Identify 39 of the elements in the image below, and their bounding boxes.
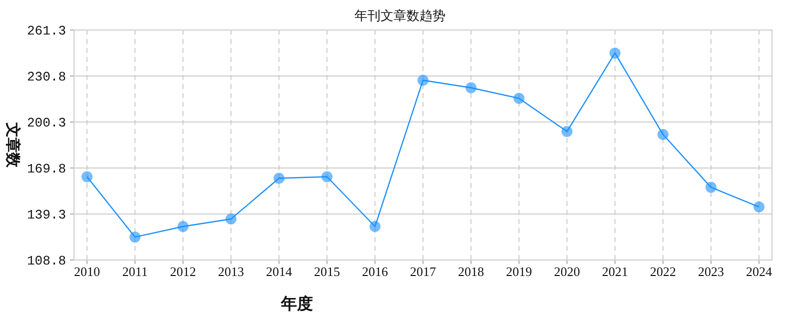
x-tick-label: 2016 bbox=[362, 264, 388, 279]
y-tick-label: 230.8 bbox=[26, 70, 66, 84]
x-tick-label: 2010 bbox=[74, 264, 100, 279]
point bbox=[610, 48, 620, 59]
x-tick-label: 2020 bbox=[554, 264, 580, 279]
x-tick-label: 2013 bbox=[218, 264, 244, 279]
y-tick-label: 200.3 bbox=[26, 116, 66, 130]
point bbox=[274, 172, 284, 184]
y-tick-label: 261.3 bbox=[26, 24, 66, 38]
chart-title: 年刊文章数趋势 bbox=[354, 8, 446, 23]
point bbox=[82, 171, 92, 182]
x-tick-label: 2019 bbox=[506, 264, 532, 279]
x-tick-label: 2014 bbox=[266, 264, 292, 279]
x-axis-title: 年度 bbox=[280, 294, 313, 313]
point bbox=[466, 82, 476, 94]
y-tick-label: 139.3 bbox=[26, 208, 66, 222]
point bbox=[178, 221, 188, 232]
point bbox=[658, 129, 668, 140]
x-tick-label: 2017 bbox=[410, 264, 436, 279]
point bbox=[754, 201, 764, 212]
point bbox=[130, 232, 140, 243]
x-tick-label: 2023 bbox=[698, 264, 724, 279]
point bbox=[322, 171, 332, 182]
y-axis-title: 文章数 bbox=[4, 122, 22, 168]
y-tick-label: 169.8 bbox=[26, 162, 66, 176]
x-tick-label: 2015 bbox=[314, 264, 340, 279]
x-tick-label: 2021 bbox=[602, 264, 628, 279]
point bbox=[418, 74, 428, 86]
y-tick-label: 108.8 bbox=[26, 254, 66, 268]
x-tick-label: 2024 bbox=[746, 264, 772, 279]
x-tick-label: 2018 bbox=[458, 264, 484, 279]
x-tick-label: 2022 bbox=[650, 264, 676, 279]
x-tick-label: 2012 bbox=[170, 264, 196, 279]
point bbox=[706, 182, 716, 193]
point bbox=[562, 126, 572, 137]
point bbox=[226, 213, 236, 224]
point bbox=[370, 221, 380, 232]
x-tick-label: 2011 bbox=[122, 264, 148, 279]
point bbox=[514, 92, 524, 104]
